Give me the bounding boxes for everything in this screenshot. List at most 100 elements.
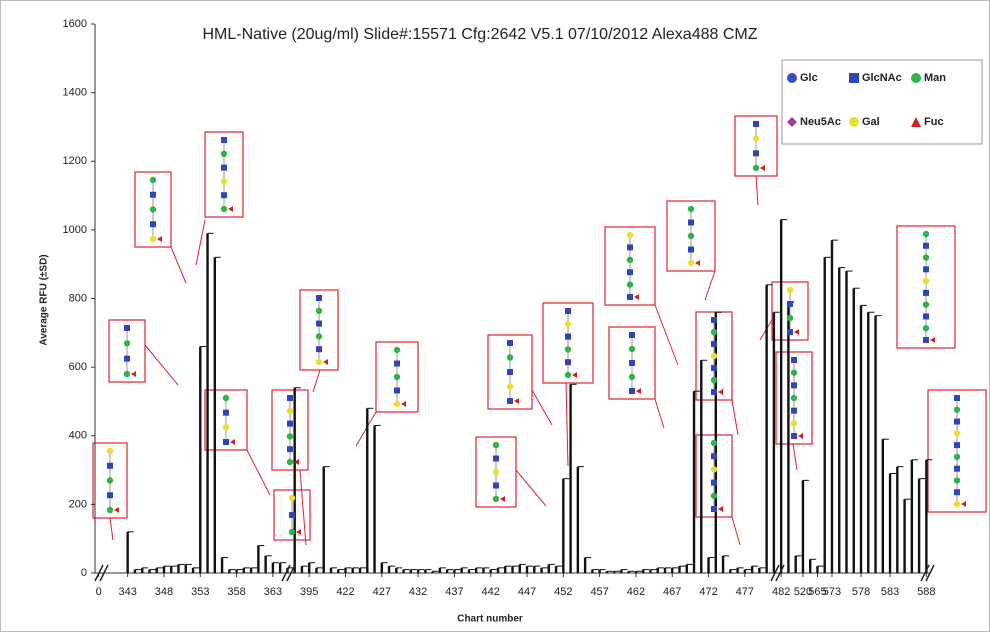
bar bbox=[496, 567, 500, 573]
glycan-unit bbox=[514, 398, 519, 404]
glycan-unit bbox=[954, 395, 960, 401]
glycan-unit bbox=[627, 244, 633, 251]
glycan-unit bbox=[131, 371, 136, 377]
glycan-unit bbox=[922, 277, 930, 285]
glycan-unit bbox=[711, 389, 717, 395]
axis-break bbox=[770, 564, 780, 582]
glycan-unit bbox=[688, 219, 694, 226]
glycan-unit bbox=[752, 164, 760, 172]
bar bbox=[838, 267, 841, 573]
glycan-unit bbox=[394, 387, 400, 394]
bar bbox=[772, 312, 776, 573]
bar bbox=[867, 312, 870, 573]
legend-swatch bbox=[787, 73, 797, 83]
glycan-boxes bbox=[92, 115, 987, 541]
glycan-unit bbox=[695, 260, 700, 266]
glycan-unit bbox=[149, 206, 157, 213]
x-tick-label: 482 bbox=[772, 586, 790, 598]
bar bbox=[184, 564, 187, 573]
x-tick-label: 457 bbox=[590, 586, 608, 598]
glycan-unit bbox=[493, 482, 499, 489]
glycan-unit bbox=[287, 395, 293, 401]
axis-break bbox=[94, 564, 104, 582]
bar bbox=[823, 257, 826, 573]
glycan-unit bbox=[507, 340, 513, 346]
glycan-unit bbox=[954, 465, 960, 472]
bar bbox=[641, 569, 645, 573]
y-tick-label: 400 bbox=[69, 430, 87, 442]
glycan-unit bbox=[294, 459, 299, 465]
bar bbox=[155, 567, 158, 573]
glycan-unit bbox=[760, 165, 765, 171]
glycan-unit bbox=[223, 409, 229, 416]
bar bbox=[525, 566, 529, 573]
bar bbox=[453, 569, 456, 573]
bar bbox=[307, 562, 311, 573]
bar bbox=[612, 571, 616, 573]
glycan-unit bbox=[711, 453, 717, 460]
bar bbox=[881, 439, 885, 573]
bar bbox=[554, 566, 558, 573]
glycan-unit bbox=[316, 320, 322, 327]
legend-label: Neu5Ac bbox=[800, 116, 841, 128]
glycan-unit bbox=[123, 370, 131, 378]
bar bbox=[278, 562, 282, 573]
glycan-unit bbox=[953, 477, 961, 484]
bar bbox=[562, 478, 565, 573]
glycan-unit bbox=[718, 506, 723, 512]
bar bbox=[794, 555, 797, 573]
bar bbox=[620, 569, 623, 573]
glycan-unit bbox=[565, 333, 571, 340]
y-tick-label: 200 bbox=[69, 498, 87, 510]
bar bbox=[387, 566, 391, 573]
y-tick-label: 0 bbox=[81, 567, 87, 579]
glycan-unit bbox=[106, 447, 114, 455]
x-tick-label: 348 bbox=[155, 586, 173, 598]
glycan-unit bbox=[316, 295, 322, 301]
x-tick-label: 0 bbox=[96, 586, 102, 598]
legend-label: GlcNAc bbox=[862, 72, 902, 84]
glycan-unit bbox=[124, 325, 130, 331]
x-tick-label: 432 bbox=[409, 586, 427, 598]
bar bbox=[729, 569, 732, 573]
bar bbox=[438, 567, 442, 573]
glycan-unit bbox=[791, 382, 797, 389]
bar bbox=[700, 360, 703, 573]
glycan-unit bbox=[790, 420, 798, 427]
y-tick-label: 600 bbox=[69, 361, 87, 373]
glycan-unit bbox=[629, 332, 635, 338]
bar bbox=[445, 569, 449, 573]
glycan-unit bbox=[923, 266, 929, 273]
axis-break bbox=[286, 564, 296, 582]
bar bbox=[903, 499, 906, 573]
glycan-unit bbox=[565, 359, 571, 366]
bar bbox=[177, 564, 180, 573]
glycan-unit bbox=[922, 230, 930, 238]
x-tick-label: 520 bbox=[794, 586, 812, 598]
bar bbox=[859, 305, 863, 573]
glycan-unit bbox=[953, 500, 961, 508]
legend-label: Fuc bbox=[924, 116, 944, 128]
bar bbox=[366, 408, 369, 573]
glycan-unit bbox=[286, 407, 294, 414]
bar bbox=[460, 567, 463, 573]
legend-swatch bbox=[911, 117, 921, 127]
x-tick-label: 442 bbox=[482, 586, 500, 598]
bar bbox=[591, 569, 594, 573]
glycan-unit bbox=[492, 468, 500, 476]
glycan-unit bbox=[791, 433, 797, 439]
glycan-unit bbox=[393, 400, 401, 408]
glycan-unit bbox=[393, 373, 401, 381]
bar bbox=[409, 569, 413, 573]
bar bbox=[765, 284, 768, 573]
bar bbox=[474, 567, 478, 573]
bar bbox=[692, 391, 696, 573]
glycan-unit bbox=[296, 529, 301, 535]
bar bbox=[649, 569, 652, 573]
bar bbox=[721, 555, 725, 573]
legend-label: Man bbox=[924, 72, 946, 84]
bar bbox=[504, 566, 507, 573]
glycan-unit bbox=[798, 433, 803, 439]
bar bbox=[801, 480, 805, 573]
bar bbox=[888, 473, 892, 573]
